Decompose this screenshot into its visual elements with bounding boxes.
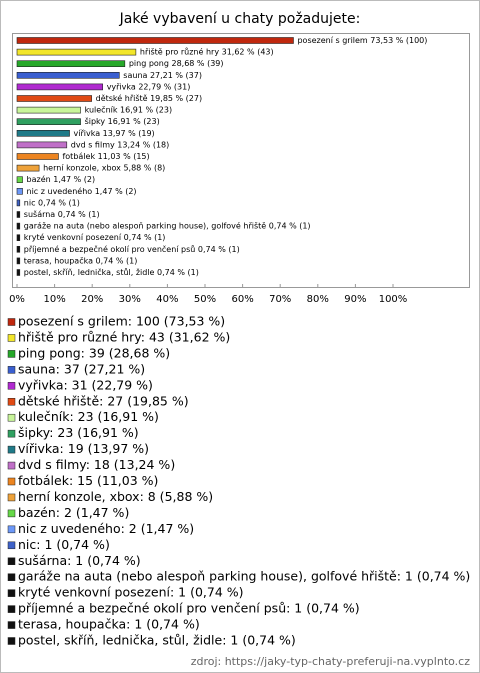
source: zdroj: https://jaky-typ-chaty-preferuji-… xyxy=(191,655,471,668)
bar xyxy=(16,48,137,56)
legend-label: ping pong: 39 (28,68 %) xyxy=(18,345,170,360)
legend-label: dvd s filmy: 18 (13,24 %) xyxy=(18,457,175,472)
bar-label: dětské hřiště 19,85 % (27) xyxy=(96,93,202,103)
legend-label: šipky: 23 (16,91 %) xyxy=(18,425,139,440)
legend-label: nic z uvedeného: 2 (1,47 %) xyxy=(18,521,194,536)
legend-label: herní konzole, xbox: 8 (5,88 %) xyxy=(18,489,213,504)
bar-label: posezení s grilem 73,53 % (100) xyxy=(297,36,427,45)
legend-label: kryté venkovní posezení: 1 (0,74 %) xyxy=(18,585,244,600)
bar xyxy=(16,118,81,125)
legend-label: sušárna: 1 (0,74 %) xyxy=(18,553,141,568)
bar xyxy=(16,153,59,160)
bar xyxy=(16,95,92,102)
plot-frame xyxy=(12,33,470,288)
chart-title: Jaké vybavení u chaty požadujete: xyxy=(119,11,361,27)
legend-swatch xyxy=(7,493,16,502)
legend-swatch xyxy=(7,509,16,518)
legend-label: garáže na auta (nebo alespoň parking hou… xyxy=(18,569,470,584)
bar-label: garáže na auta (nebo alespoň parking hou… xyxy=(24,221,311,231)
legend-swatch xyxy=(7,557,16,565)
bar-label: šipky 16,91 % (23) xyxy=(85,116,160,126)
legend-swatch xyxy=(7,382,16,390)
x-tick-label: 50% xyxy=(194,294,216,305)
x-tick-label: 60% xyxy=(231,294,253,305)
legend-swatch xyxy=(7,589,16,597)
bar xyxy=(16,83,103,91)
legend-label: nic: 1 (0,74 %) xyxy=(18,537,110,552)
x-tick-label: 30% xyxy=(119,294,141,305)
legend-label: hřiště pro různé hry: 43 (31,62 %) xyxy=(18,329,230,344)
bar-label: herní konzole, xbox 5,88 % (8) xyxy=(43,164,165,173)
x-tick-label: 20% xyxy=(81,294,103,305)
bar-label: vyřivka 22,79 % (31) xyxy=(107,82,191,91)
bar xyxy=(16,106,81,114)
bar xyxy=(16,60,126,68)
legend-swatch xyxy=(7,541,16,550)
legend-label: bazén: 2 (1,47 %) xyxy=(18,505,129,520)
bar xyxy=(16,164,40,172)
legend-label: sauna: 37 (27,21 %) xyxy=(18,361,145,376)
legend-label: kulečník: 23 (16,91 %) xyxy=(18,409,159,424)
bar-label: sušárna 0,74 % (1) xyxy=(24,209,100,219)
legend-swatch xyxy=(7,366,16,374)
x-tick-label: 80% xyxy=(307,294,329,305)
bar-label: vířivka 13,97 % (19) xyxy=(74,129,155,138)
legend-label: postel, skříň, lednička, stůl, židle: 1 … xyxy=(18,633,296,648)
bar xyxy=(16,257,21,265)
legend-label: vířivka: 19 (13,97 %) xyxy=(18,441,149,456)
bar xyxy=(16,141,68,149)
legend-swatch xyxy=(7,334,16,342)
x-tick-label: 0% xyxy=(9,294,25,305)
bar xyxy=(16,234,21,241)
legend-swatch xyxy=(7,621,16,629)
x-tick-label: 70% xyxy=(269,294,291,305)
bar-label: nic z uvedeného 1,47 % (2) xyxy=(27,186,137,196)
bar xyxy=(16,37,294,44)
legend-label: příjemné a bezpečné okolí pro venčení ps… xyxy=(18,601,360,616)
bar-label: kryté venkovní posezení 0,74 % (1) xyxy=(24,232,166,242)
bar-label: ping pong 28,68 % (39) xyxy=(129,59,224,68)
legend-swatch xyxy=(7,605,16,613)
bar xyxy=(16,188,23,195)
bar xyxy=(16,72,120,79)
bar-label: hřiště pro různé hry 31,62 % (43) xyxy=(140,47,274,57)
legend-swatch xyxy=(7,445,16,454)
legend-swatch xyxy=(7,573,16,581)
bar-label: sauna 27,21 % (37) xyxy=(123,71,202,80)
bar-label: bazén 1,47 % (2) xyxy=(27,174,96,184)
legend-label: vyřivka: 31 (22,79 %) xyxy=(18,377,153,392)
bar xyxy=(16,176,23,183)
bar xyxy=(16,246,21,253)
legend-label: posezení s grilem: 100 (73,53 %) xyxy=(18,314,225,329)
legend-label: dětské hřiště: 27 (19,85 %) xyxy=(18,393,189,408)
legend-label: fotbálek: 15 (11,03 %) xyxy=(18,473,158,488)
bar-label: příjemné a bezpečné okolí pro venčení ps… xyxy=(24,244,240,254)
bar xyxy=(16,211,21,218)
x-tick-label: 40% xyxy=(156,294,178,305)
legend-swatch xyxy=(7,413,16,422)
x-tick-label: 100% xyxy=(379,294,408,305)
bar-label: fotbálek 11,03 % (15) xyxy=(62,152,149,161)
bar-label: kulečník 16,91 % (23) xyxy=(85,105,172,115)
bar-label: terasa, houpačka 0,74 % (1) xyxy=(24,255,138,265)
bar xyxy=(16,269,21,276)
legend-swatch xyxy=(7,477,16,486)
bar xyxy=(16,199,21,207)
legend-swatch xyxy=(7,398,16,406)
bar xyxy=(16,130,70,137)
bar-label: postel, skříň, lednička, stůl, židle 0,7… xyxy=(24,267,199,277)
legend-swatch xyxy=(7,637,16,645)
legend-swatch xyxy=(7,429,16,438)
bar xyxy=(16,222,21,230)
legend-swatch xyxy=(7,350,16,358)
legend-swatch xyxy=(7,461,16,470)
x-tick-label: 10% xyxy=(43,294,65,305)
bar-label: dvd s filmy 13,24 % (18) xyxy=(71,140,170,149)
legend-swatch xyxy=(7,525,16,534)
x-tick-label: 90% xyxy=(344,294,366,305)
legend-label: terasa, houpačka: 1 (0,74 %) xyxy=(18,617,200,632)
bar-label: nic 0,74 % (1) xyxy=(24,198,80,207)
legend-swatch xyxy=(7,318,16,326)
